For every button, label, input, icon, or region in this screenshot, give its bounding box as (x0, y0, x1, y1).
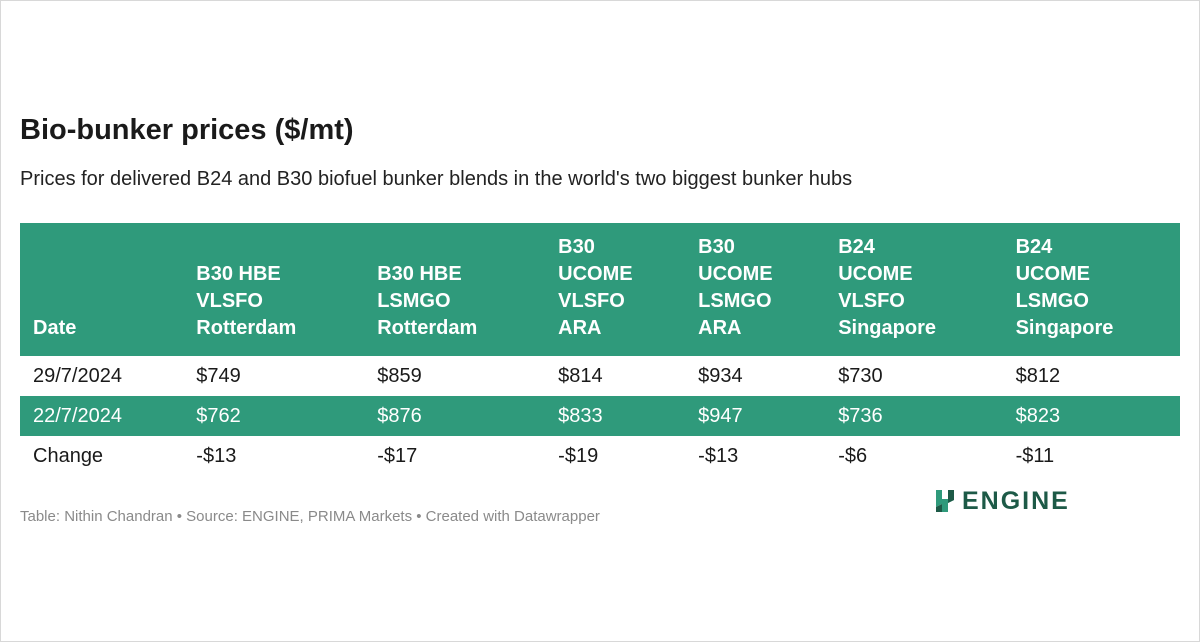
header-line: ARA (558, 317, 602, 339)
header-line: LSMGO (1015, 290, 1089, 312)
header-line: B30 (558, 236, 595, 258)
column-header: B24 UCOME LSMGO Singapore (1002, 223, 1180, 356)
header-line: Rotterdam (377, 317, 478, 339)
header-line: Singapore (1015, 317, 1114, 339)
header-line: VLSFO (838, 290, 905, 312)
price-cell: $749 (196, 365, 241, 387)
price-cell: $812 (1015, 365, 1061, 387)
header-line: LSMGO (377, 290, 451, 312)
price-cell: $859 (377, 365, 422, 387)
price-cell: $736 (825, 396, 1003, 436)
header-line: UCOME (698, 263, 773, 285)
header-line: VLSFO (558, 290, 625, 312)
table-row: 29/7/2024 $749 $859 $814 $934 $730 $812 (20, 356, 1180, 396)
row-label: Change (33, 445, 104, 467)
header-line: UCOME (838, 263, 913, 285)
logo-icon (936, 490, 954, 512)
table-row: Change -$13 -$17 -$19 -$13 -$6 -$11 (20, 436, 1180, 476)
price-cell: $934 (698, 365, 743, 387)
header-line: B30 HBE (377, 263, 462, 285)
header-line: B30 (698, 236, 735, 258)
header-line: VLSFO (196, 290, 263, 312)
title: Bio-bunker prices ($/mt) (20, 114, 354, 146)
header-line: LSMGO (698, 290, 772, 312)
header-line: B24 (1015, 236, 1053, 258)
price-cell: -$19 (558, 445, 599, 467)
header-line: Singapore (838, 317, 936, 339)
price-cell: -$17 (377, 445, 418, 467)
header-row: Date B30 HBE VLSFO Rotterdam B30 HBE LSMGO Rot… (20, 223, 1180, 356)
header-line: UCOME (1015, 263, 1091, 285)
column-header: B30 UCOME LSMGO ARA (685, 223, 826, 356)
column-header: B24 UCOME VLSFO Singapore (825, 223, 1003, 356)
price-cell: -$11 (1015, 445, 1055, 467)
price-cell: -$6 (838, 445, 868, 467)
table-row: 22/7/2024 $762 $876 $833 $947 $736 $823 (20, 396, 1180, 436)
subtitle: Prices for delivered B24 and B30 biofuel… (20, 168, 853, 190)
price-table: Date B30 HBE VLSFO Rotterdam B30 HBE LSMGO Rot… (20, 223, 1180, 476)
header-line: B30 HBE (196, 263, 281, 285)
header-line: UCOME (558, 263, 633, 285)
price-cell: $823 (1002, 396, 1180, 436)
price-cell: $762 (183, 396, 365, 436)
price-cell: $814 (558, 365, 603, 387)
column-header: B30 UCOME VLSFO ARA (545, 223, 686, 356)
header-line: Rotterdam (196, 317, 297, 339)
column-header: B30 HBE LSMGO Rotterdam (364, 223, 546, 356)
logo-text: ENGINE (962, 486, 1070, 515)
header-line: B24 (838, 236, 875, 258)
price-cell: $947 (685, 396, 826, 436)
price-cell: -$13 (698, 445, 739, 467)
logo: ENGINE (934, 486, 1070, 516)
price-cell: $833 (545, 396, 686, 436)
header-line: ARA (698, 317, 742, 339)
column-header: B30 HBE VLSFO Rotterdam (183, 223, 365, 356)
credit: Table: Nithin Chandran • Source: ENGINE,… (20, 508, 600, 525)
price-cell: $876 (364, 396, 546, 436)
header-line: Date (33, 317, 77, 339)
table-body: 29/7/2024 $749 $859 $814 $934 $730 $812 22/7/20… (20, 356, 1180, 476)
price-cell: -$13 (196, 445, 237, 467)
row-label: 22/7/2024 (20, 396, 184, 436)
row-label: 29/7/2024 (33, 365, 122, 387)
column-header: Date (20, 223, 184, 356)
price-cell: $730 (838, 365, 883, 387)
